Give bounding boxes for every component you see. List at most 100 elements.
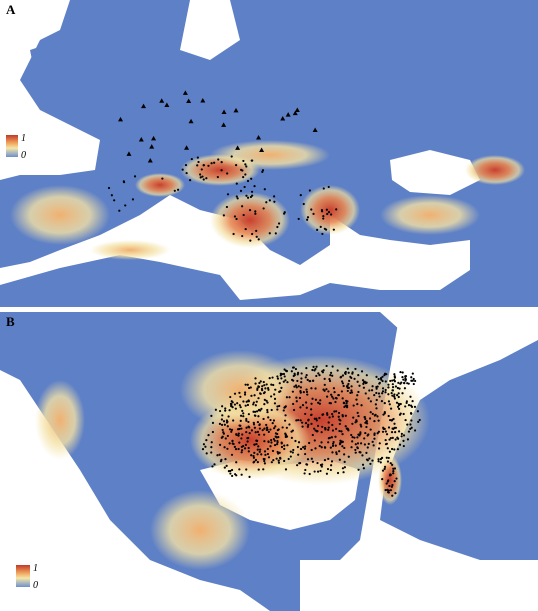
occurrence bbox=[331, 374, 334, 377]
occurrence bbox=[312, 127, 318, 133]
occurrence bbox=[210, 451, 213, 454]
map-b bbox=[0, 312, 538, 611]
occurrence bbox=[291, 429, 294, 432]
occurrence bbox=[311, 433, 314, 437]
occurrence bbox=[299, 389, 302, 393]
occurrence bbox=[265, 423, 268, 427]
occurrence bbox=[234, 407, 237, 410]
occurrence bbox=[368, 457, 371, 460]
occurrence bbox=[246, 196, 250, 199]
occurrence bbox=[151, 135, 157, 141]
occurrence bbox=[363, 380, 366, 383]
occurrence bbox=[310, 448, 313, 452]
occurrence bbox=[333, 391, 336, 394]
occurrence bbox=[375, 391, 378, 395]
occurrence bbox=[303, 447, 306, 450]
occurrence bbox=[323, 446, 327, 449]
occurrence bbox=[216, 454, 219, 457]
occurrence bbox=[301, 404, 305, 407]
occurrence bbox=[396, 448, 399, 451]
occurrence bbox=[331, 423, 334, 427]
occurrence bbox=[260, 407, 263, 410]
occurrence bbox=[371, 459, 374, 462]
occurrence bbox=[338, 429, 341, 433]
occurrence bbox=[402, 434, 406, 437]
occurrence bbox=[330, 393, 333, 396]
occurrence bbox=[233, 215, 237, 218]
occurrence bbox=[239, 395, 242, 398]
occurrence bbox=[391, 494, 394, 497]
occurrence bbox=[231, 439, 234, 443]
occurrence bbox=[199, 176, 202, 179]
occurrence bbox=[316, 228, 319, 231]
occurrence bbox=[334, 435, 337, 438]
sea bbox=[380, 312, 420, 330]
occurrence bbox=[228, 428, 232, 431]
occurrence bbox=[304, 412, 307, 416]
occurrence bbox=[327, 185, 330, 189]
occurrence bbox=[273, 439, 276, 442]
occurrence bbox=[295, 400, 298, 403]
occurrence bbox=[343, 460, 346, 463]
occurrence bbox=[364, 417, 367, 421]
occurrence bbox=[259, 448, 262, 451]
occurrence bbox=[242, 176, 245, 179]
occurrence bbox=[387, 414, 390, 418]
occurrence bbox=[402, 378, 405, 381]
occurrence bbox=[149, 144, 155, 149]
occurrence bbox=[248, 426, 251, 429]
occurrence bbox=[356, 380, 359, 383]
occurrence bbox=[173, 189, 176, 192]
occurrence bbox=[290, 370, 293, 373]
occurrence bbox=[292, 110, 298, 116]
occurrence bbox=[341, 397, 344, 400]
occurrence bbox=[250, 177, 253, 180]
occurrence bbox=[228, 409, 231, 412]
occurrence bbox=[378, 381, 381, 384]
occurrence bbox=[350, 433, 353, 437]
occurrence bbox=[340, 390, 343, 393]
occurrence bbox=[222, 420, 226, 423]
occurrence bbox=[341, 382, 345, 385]
occurrence bbox=[347, 382, 350, 386]
occurrence bbox=[202, 164, 206, 167]
occurrence bbox=[331, 395, 334, 398]
occurrence bbox=[389, 379, 392, 383]
occurrence bbox=[268, 376, 271, 380]
occurrence bbox=[252, 403, 255, 406]
occurrence bbox=[243, 185, 246, 189]
occurrence bbox=[230, 453, 234, 456]
occurrence bbox=[396, 386, 399, 390]
occurrence bbox=[234, 473, 237, 476]
occurrence bbox=[306, 378, 309, 382]
occurrence bbox=[277, 436, 280, 439]
occurrence bbox=[221, 405, 224, 408]
occurrence bbox=[342, 401, 345, 404]
occurrence bbox=[284, 414, 287, 417]
occurrence bbox=[390, 485, 394, 488]
occurrence bbox=[238, 468, 241, 471]
occurrence bbox=[316, 424, 320, 427]
occurrence bbox=[320, 441, 323, 444]
occurrence bbox=[247, 386, 251, 390]
occurrence bbox=[389, 436, 392, 440]
suitability bbox=[150, 490, 250, 570]
occurrence bbox=[239, 406, 242, 409]
occurrence bbox=[272, 419, 276, 422]
occurrence bbox=[304, 452, 307, 456]
occurrence bbox=[383, 402, 386, 405]
occurrence bbox=[364, 421, 367, 424]
occurrence bbox=[308, 472, 311, 476]
occurrence bbox=[266, 447, 269, 451]
occurrence bbox=[406, 423, 409, 426]
occurrence bbox=[260, 387, 264, 391]
occurrence bbox=[240, 427, 243, 430]
occurrence bbox=[328, 377, 331, 381]
occurrence bbox=[331, 429, 335, 432]
occurrence bbox=[245, 426, 248, 429]
occurrence bbox=[267, 388, 270, 391]
occurrence bbox=[247, 436, 250, 440]
occurrence bbox=[224, 409, 227, 412]
occurrence bbox=[318, 373, 321, 377]
occurrence bbox=[394, 426, 398, 429]
